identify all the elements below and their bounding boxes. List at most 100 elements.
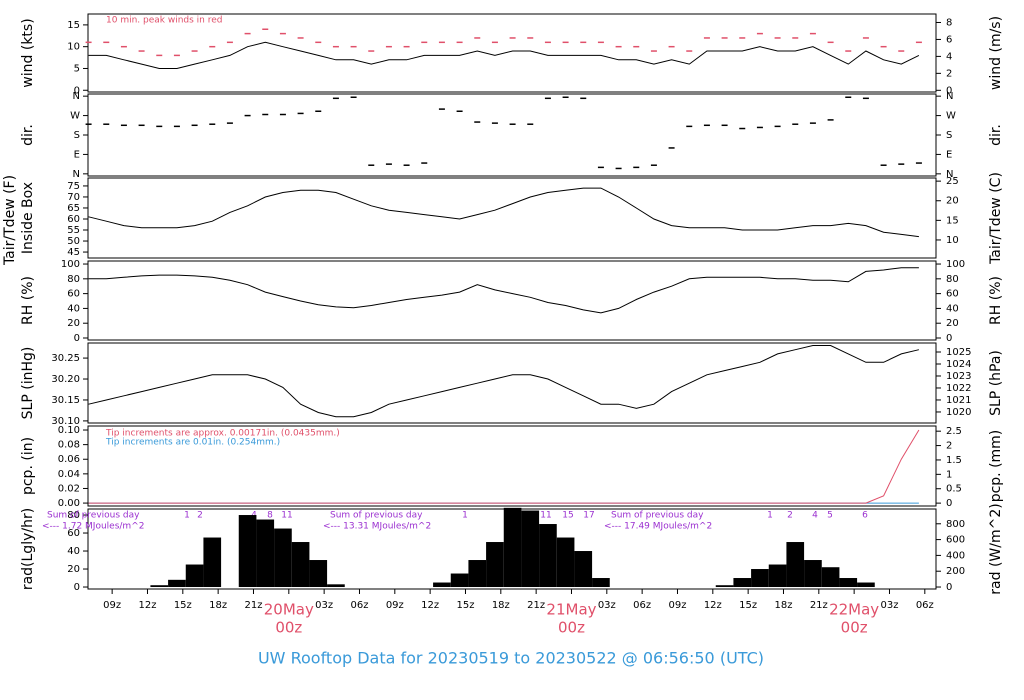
y-tick-label: 0.06	[58, 454, 80, 465]
bar	[433, 582, 451, 588]
y2-tick-label: 2	[946, 68, 952, 79]
y-tick-label: 0	[74, 85, 80, 96]
x-tick-label: 21z	[527, 600, 545, 611]
y2-tick-label: 0	[946, 333, 952, 344]
bar	[185, 564, 204, 588]
y-tick-label: 0.00	[58, 498, 80, 509]
y2-axis-label: RH (%)	[988, 276, 1004, 325]
y-tick-label: 80	[67, 274, 80, 285]
bar	[468, 560, 487, 588]
date-time-label: 00z	[275, 619, 302, 637]
x-tick-label: 03z	[598, 600, 616, 611]
footer-title: UW Rooftop Data for 20230519 to 20230522…	[258, 649, 764, 668]
y-tick-label: 45	[67, 247, 80, 258]
bar	[274, 528, 292, 588]
annotation: <--- 1.72 MJoules/m^2	[42, 522, 144, 532]
y-tick-label: 30.15	[51, 395, 80, 406]
y-tick-label: 20	[67, 564, 80, 575]
x-tick-label: 15z	[739, 600, 757, 611]
y2-tick-label: 1.5	[946, 455, 962, 466]
y-tick-label: 60	[67, 289, 80, 300]
annotation: Sum of previous day	[611, 511, 704, 521]
y2-axis-label: pcp. (mm)	[988, 430, 1004, 503]
bar	[539, 524, 557, 588]
date-label: 20May	[264, 601, 314, 619]
y2-axis-label: rad (W/m^2)	[988, 503, 1004, 594]
y2-tick-label: 25	[946, 176, 959, 187]
panel-frame	[87, 342, 937, 424]
y-axis-label: wind (kts)	[20, 18, 36, 87]
y2-tick-label: 2.5	[946, 426, 962, 437]
bar	[556, 537, 575, 588]
bar	[256, 519, 275, 588]
annotation: <--- 13.31 MJoules/m^2	[323, 522, 431, 532]
y-tick-label: 55	[67, 225, 80, 236]
y-tick-label: 0	[74, 333, 80, 344]
x-tick-label: 06z	[916, 600, 934, 611]
y2-tick-label: 40	[946, 303, 959, 314]
y-tick-label: 10	[67, 42, 80, 53]
annotation: Tip increments are 0.01in. (0.254mm.)	[105, 438, 280, 448]
y2-axis-label: wind (m/s)	[988, 16, 1004, 90]
hour-mark: 2	[197, 511, 203, 521]
y-axis-label: pcp. (in)	[20, 437, 36, 495]
series-line	[88, 267, 919, 314]
y2-tick-label: 1023	[946, 371, 971, 382]
y2-tick-label: 100	[946, 259, 965, 270]
y2-tick-label: 0	[946, 582, 952, 593]
x-tick-label: 18z	[209, 600, 227, 611]
y-tick-label: 0.04	[58, 469, 80, 480]
y-tick-label: 5	[74, 63, 80, 74]
x-tick-label: 18z	[492, 600, 510, 611]
y2-tick-label: 1024	[946, 359, 971, 370]
y2-tick-label: 400	[946, 550, 965, 561]
bar	[309, 560, 328, 588]
y2-tick-label: 20	[946, 196, 959, 207]
y-tick-label: 100	[61, 259, 80, 270]
hour-mark: 17	[583, 511, 594, 521]
y2-tick-label: 60	[946, 289, 959, 300]
bar	[592, 578, 610, 588]
y-tick-label: N	[73, 91, 80, 102]
x-tick-label: 12z	[138, 600, 156, 611]
y2-tick-label: W	[946, 111, 956, 122]
bar	[450, 573, 469, 588]
bar	[574, 551, 593, 588]
x-tick-label: 18z	[774, 600, 792, 611]
y2-tick-label: 6	[946, 34, 952, 45]
bar	[768, 564, 787, 588]
bar	[521, 510, 540, 588]
x-tick-label: 09z	[103, 600, 121, 611]
panel-frame	[87, 13, 937, 93]
y-tick-label: 60	[67, 214, 80, 225]
y-tick-label: E	[74, 149, 80, 160]
hour-mark: 6	[862, 511, 868, 521]
y-tick-label: 15	[67, 20, 80, 31]
y-axis-label: rad(Lgly/hr)	[20, 508, 36, 590]
bar	[238, 515, 257, 588]
series-line	[88, 345, 920, 418]
y-tick-label: 30.10	[51, 416, 80, 427]
bar	[291, 542, 310, 588]
bar	[327, 584, 345, 588]
bar	[839, 578, 858, 588]
y-tick-label: 0.08	[58, 440, 80, 451]
x-tick-label: 09z	[668, 600, 686, 611]
x-tick-label: 15z	[456, 600, 474, 611]
y2-tick-label: 10	[946, 235, 959, 246]
bar	[786, 542, 805, 588]
y2-tick-label: 1021	[946, 395, 971, 406]
hour-mark: 2	[787, 511, 793, 521]
y2-tick-label: N	[946, 91, 953, 102]
x-tick-label: 03z	[315, 600, 333, 611]
y2-tick-label: 80	[946, 274, 959, 285]
annotation: Sum of previous day	[47, 511, 140, 521]
date-label: 21May	[546, 601, 596, 619]
y2-tick-label: 2	[946, 441, 952, 452]
y-tick-label: 0.10	[58, 425, 80, 436]
y-axis-label: SLP (inHg)	[20, 347, 36, 420]
bar	[751, 569, 769, 588]
hour-mark: 15	[562, 511, 573, 521]
y2-tick-label: 200	[946, 566, 965, 577]
